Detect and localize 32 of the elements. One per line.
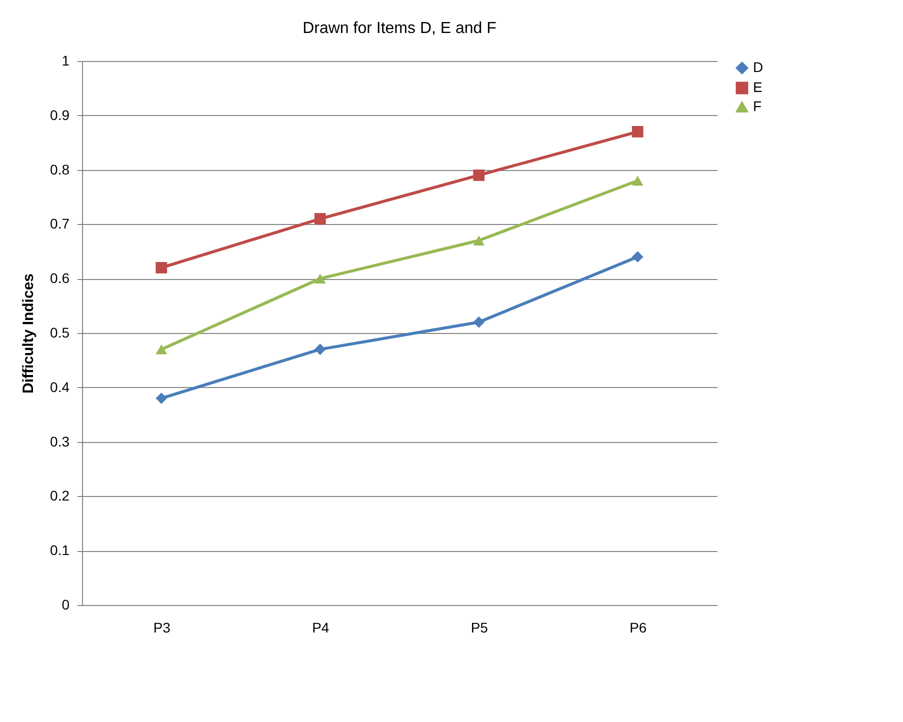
y-tick-label: 0.7 xyxy=(50,216,70,232)
y-axis-title: Difficulty Indices xyxy=(20,273,38,394)
legend-label: F xyxy=(753,98,762,114)
point xyxy=(156,262,168,274)
y-tick-label: 1 xyxy=(62,52,70,68)
y-tick-label: 0.8 xyxy=(50,161,70,178)
point xyxy=(314,213,326,224)
x-tick-label: P3 xyxy=(153,620,171,636)
y-tick-label: 0.1 xyxy=(50,542,70,558)
point xyxy=(473,236,485,246)
legend-label: D xyxy=(753,59,764,75)
point xyxy=(632,126,644,138)
point xyxy=(156,344,168,354)
y-tick-label: 0.3 xyxy=(50,433,70,450)
point xyxy=(473,170,485,181)
point xyxy=(156,392,168,404)
x-tick-label: P6 xyxy=(630,620,647,636)
legend-label: E xyxy=(753,79,762,95)
x-tick-label: P5 xyxy=(470,620,488,636)
y-tick-label: 0.5 xyxy=(50,324,70,340)
point xyxy=(314,274,326,284)
point xyxy=(632,176,644,186)
y-tick-label: 0.2 xyxy=(50,488,70,504)
point xyxy=(473,316,485,328)
chart-title: Drawn for Items D, E and F xyxy=(302,20,497,37)
y-tick-label: 0.4 xyxy=(50,378,70,395)
y-tick-label: 0.6 xyxy=(50,270,70,286)
point xyxy=(632,251,644,263)
point xyxy=(314,344,326,356)
y-tick-label: 0.9 xyxy=(50,106,70,123)
y-tick-label: 0 xyxy=(62,596,70,612)
x-tick-label: P4 xyxy=(312,620,330,636)
